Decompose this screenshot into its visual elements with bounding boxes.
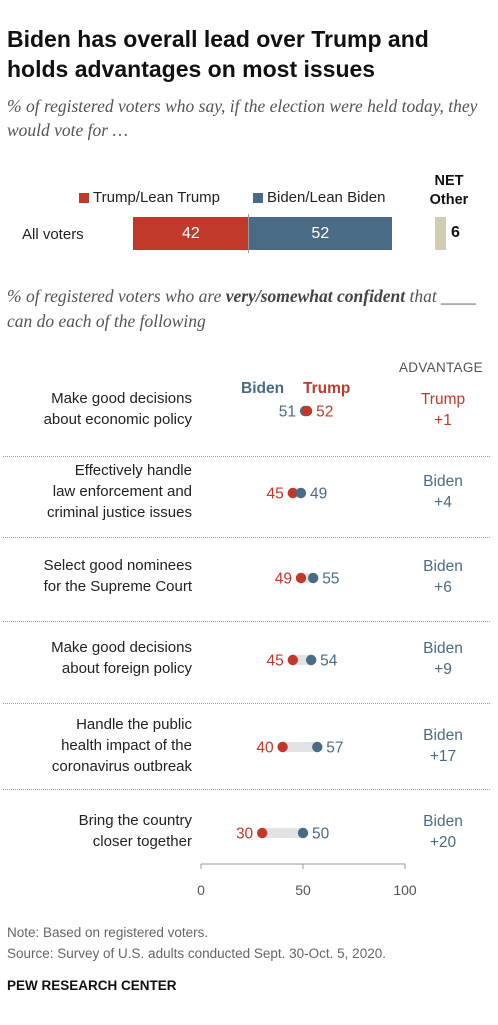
advantage-margin: +17 <box>429 748 457 765</box>
confidence-subtitle: % of registered voters who are very/some… <box>7 284 487 334</box>
confidence-subtitle-pre: % of registered voters who are <box>7 286 226 306</box>
row-separator <box>3 789 490 790</box>
issue-label-line: Make good decisions <box>51 639 192 656</box>
dot-biden <box>297 827 309 839</box>
dot-label-biden: 51 <box>279 404 296 421</box>
issue-label: Select good nominees for the Supreme Cour… <box>44 555 192 597</box>
dot-trump <box>295 572 307 584</box>
advantage-who: Biden <box>423 727 463 744</box>
legend-trump-label: Trump/Lean Trump <box>93 189 220 206</box>
dot-label-trump: 30 <box>236 826 254 843</box>
advantage-value: Biden +9 <box>413 638 473 680</box>
confidence-subtitle-post: that ____ can do each of the following <box>7 286 477 331</box>
dot-trump <box>257 827 268 839</box>
dot-biden <box>308 572 319 584</box>
advantage-value: Biden +4 <box>413 471 473 513</box>
issue-label-line: law enforcement and <box>52 482 192 500</box>
dot-label-biden: 50 <box>312 826 330 843</box>
advantage-who: Biden <box>423 473 463 490</box>
advantage-who: Biden <box>423 813 463 830</box>
issue-label: Effectively handle law enforcement and cri… <box>47 460 192 523</box>
col-head-biden: Biden <box>241 380 285 397</box>
x-tick-label: 50 <box>295 882 311 898</box>
bar-biden: 52 <box>248 217 392 250</box>
issue-label-line: Select good nominees <box>43 557 192 574</box>
chart-title: Biden has overall lead over Trump and ho… <box>7 26 429 82</box>
advantage-margin: +20 <box>429 834 457 851</box>
footer-org: PEW RESEARCH CENTER <box>7 978 177 993</box>
legend-trump: Trump/Lean Trump <box>79 189 220 206</box>
net-other-label: NET Other <box>429 173 469 208</box>
bar-biden-value: 52 <box>311 224 330 242</box>
dot-trump <box>287 487 298 499</box>
issue-label: Bring the country closer together <box>79 810 192 852</box>
issue-label: Handle the public health impact of the cor… <box>52 714 192 777</box>
issue-label-line: Effectively handle <box>74 461 192 479</box>
dot-label-trump: 52 <box>316 404 333 421</box>
dot-biden <box>305 654 317 666</box>
issue-label-line: closer together <box>92 833 192 850</box>
col-head-trump: Trump <box>303 380 351 397</box>
advantage-value: Biden +20 <box>413 811 473 853</box>
dot-trump <box>287 654 298 666</box>
footer-note: Note: Based on registered voters. <box>7 925 209 940</box>
dot-trump <box>277 741 288 753</box>
advantage-value: Trump +1 <box>413 389 473 431</box>
dot-biden <box>295 487 307 499</box>
dot-label-trump: 49 <box>275 571 292 588</box>
issue-label-line: for the Supreme Court <box>43 578 192 595</box>
advantage-who: Trump <box>420 391 466 408</box>
footer-source: Source: Survey of U.S. adults conducted … <box>7 946 386 961</box>
issue-label-line: health impact of the <box>61 736 192 754</box>
chart-subtitle: % of registered voters who say, if the e… <box>7 96 478 140</box>
dot-label-biden: 55 <box>322 571 339 588</box>
issue-label-line: criminal justice issues <box>46 503 192 521</box>
dot-label-trump: 40 <box>256 740 274 757</box>
advantage-who: Biden <box>423 558 463 575</box>
dot-label-biden: 49 <box>310 486 327 503</box>
bar-other-value: 6 <box>451 224 460 241</box>
dot-biden <box>312 741 323 753</box>
issue-label-line: Handle the public <box>76 715 192 733</box>
row-separator <box>3 456 490 457</box>
issue-label-line: about economic policy <box>43 411 192 428</box>
legend-biden: Biden/Lean Biden <box>253 189 385 206</box>
advantage-value: Biden +6 <box>413 556 473 598</box>
advantage-margin: +9 <box>434 661 452 678</box>
dot-label-biden: 57 <box>326 740 343 757</box>
dot-trump <box>301 405 313 417</box>
issue-label-line: Bring the country <box>78 812 192 829</box>
bar-other <box>435 217 446 250</box>
bar-trump: 42 <box>133 217 249 250</box>
x-tick-label: 0 <box>197 882 205 898</box>
legend-trump-swatch <box>79 192 89 203</box>
x-tick-label: 100 <box>393 882 417 898</box>
issue-label-line: about foreign policy <box>61 660 192 677</box>
issue-label: Make good decisions about foreign policy <box>51 637 192 679</box>
dot-label-biden: 54 <box>320 653 338 670</box>
advantage-margin: +6 <box>434 579 452 596</box>
confidence-subtitle-emph: very/somewhat confident <box>225 286 406 306</box>
bar-trump-value: 42 <box>181 224 200 242</box>
advantage-margin: +4 <box>434 494 452 511</box>
advantage-who: Biden <box>423 640 463 657</box>
dot-label-trump: 45 <box>267 653 284 670</box>
legend-biden-label: Biden/Lean Biden <box>267 189 386 206</box>
legend-biden-swatch <box>253 192 263 203</box>
advantage-header: ADVANTAGE <box>399 360 483 375</box>
dot-label-trump: 45 <box>267 486 284 503</box>
row-separator <box>3 703 490 704</box>
advantage-value: Biden +17 <box>413 725 473 767</box>
issue-label: Make good decisions about economic policy <box>44 388 192 430</box>
row-separator <box>3 537 490 538</box>
row-separator <box>3 621 490 622</box>
issue-label-line: coronavirus outbreak <box>51 757 192 775</box>
advantage-margin: +1 <box>434 412 452 429</box>
issue-label-line: Make good decisions <box>51 390 192 407</box>
row-label-all-voters: All voters <box>22 226 84 243</box>
bar-divider <box>248 214 249 253</box>
